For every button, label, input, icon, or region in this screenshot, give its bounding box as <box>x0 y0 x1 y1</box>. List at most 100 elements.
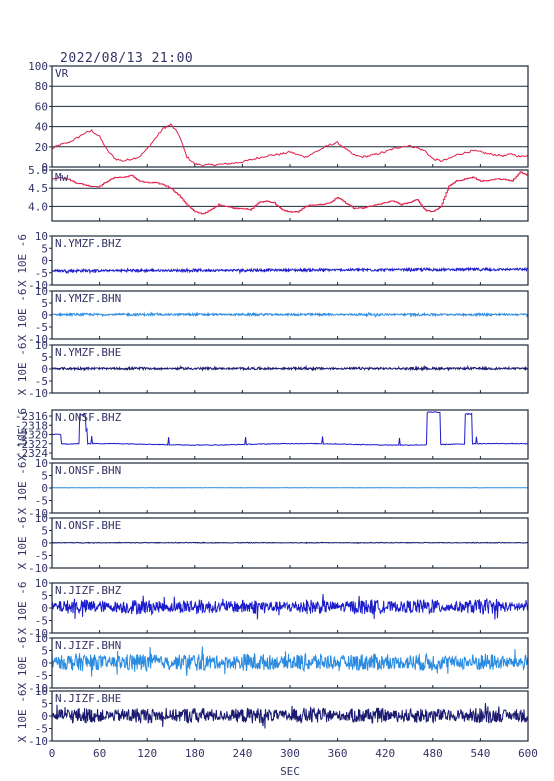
series-group <box>52 171 528 215</box>
panel-label: N.YMZF.BHE <box>55 346 121 359</box>
y-tick-label: 100 <box>28 60 48 73</box>
y-tick-label: -5 <box>35 550 48 563</box>
y-tick-label: -5 <box>35 495 48 508</box>
series-line <box>52 171 528 215</box>
y-tick-label: 0 <box>41 255 48 268</box>
y-axis-label: X 10E -6 <box>16 690 29 743</box>
y-tick-label: 5 <box>41 525 48 538</box>
series-group <box>52 123 528 167</box>
y-tick-label: 0 <box>41 710 48 723</box>
panel-label: N.ONSF.BHZ <box>55 411 122 424</box>
y-tick-label: 40 <box>35 121 48 134</box>
series-line <box>52 594 528 620</box>
series-group <box>52 311 528 319</box>
y-tick-label: 5 <box>41 242 48 255</box>
y-tick-label: 5 <box>41 470 48 483</box>
y-tick-label: 0 <box>41 537 48 550</box>
y-tick-label: 4.0 <box>28 200 48 213</box>
y-axis-label: X 10E -6 <box>16 637 29 690</box>
series-group <box>52 541 528 545</box>
series-group <box>52 411 528 446</box>
y-tick-label: 4.5 <box>28 182 48 195</box>
y-tick-label: -10 <box>28 562 48 575</box>
y-tick-label: 0 <box>41 602 48 615</box>
y-tick-label: 0 <box>41 482 48 495</box>
x-tick-label: 540 <box>470 747 490 760</box>
panel-label: N.JIZF.BHE <box>55 692 121 705</box>
y-tick-label: 5 <box>41 698 48 711</box>
y-tick-label: 10 <box>35 230 48 243</box>
panel-label: VR <box>55 67 69 80</box>
x-tick-label: 0 <box>49 747 56 760</box>
y-tick-label: -10 <box>28 735 48 748</box>
y-tick-label: -5 <box>35 375 48 388</box>
panel-label: Mw <box>55 171 69 184</box>
y-tick-label: -5 <box>35 615 48 628</box>
y-tick-label: -2324 <box>15 447 48 460</box>
y-axis-label: X 10E -6 <box>16 408 29 461</box>
y-axis-label: X 10E -6 <box>16 289 29 342</box>
y-tick-label: -10 <box>28 333 48 346</box>
y-tick-label: 80 <box>35 80 48 93</box>
y-axis-label: X 10E -6 <box>16 517 29 570</box>
panel-frame <box>51 409 529 460</box>
chart-title: 2022/08/13 21:00 <box>60 51 193 66</box>
panel-label: N.ONSF.BHE <box>55 519 121 532</box>
y-tick-label: 60 <box>35 100 48 113</box>
y-tick-label: -10 <box>28 507 48 520</box>
series-group <box>52 594 528 620</box>
series-line <box>52 703 528 729</box>
y-tick-label: -2316 <box>15 410 48 423</box>
y-tick-label: -2320 <box>15 429 48 442</box>
series-line <box>52 311 528 319</box>
x-tick-label: 360 <box>328 747 348 760</box>
series-line <box>52 646 528 677</box>
y-tick-label: -5 <box>35 267 48 280</box>
y-tick-label: 10 <box>35 457 48 470</box>
y-tick-label: 10 <box>35 339 48 352</box>
y-tick-label: 0 <box>41 161 48 174</box>
y-tick-label: 10 <box>35 577 48 590</box>
y-tick-label: 20 <box>35 141 48 154</box>
y-tick-label: 0 <box>41 363 48 376</box>
y-tick-label: 5.0 <box>28 164 48 177</box>
y-tick-label: 5 <box>41 297 48 310</box>
series-line <box>52 123 528 167</box>
x-tick-label: 60 <box>93 747 106 760</box>
panel-label: N.JIZF.BHN <box>55 639 121 652</box>
x-tick-label: 300 <box>280 747 300 760</box>
y-tick-label: 10 <box>35 685 48 698</box>
panel-label: N.ONSF.BHN <box>55 464 121 477</box>
series-line <box>52 411 528 446</box>
panel-label: N.YMZF.BHZ <box>55 237 122 250</box>
y-tick-label: 5 <box>41 645 48 658</box>
panel-label: N.YMZF.BHN <box>55 292 121 305</box>
y-tick-label: -5 <box>35 723 48 736</box>
y-tick-label: 10 <box>35 632 48 645</box>
x-tick-label: 420 <box>375 747 395 760</box>
y-tick-label: -2318 <box>15 419 48 432</box>
y-axis-label: X 10E -6 <box>16 234 29 287</box>
y-tick-label: 10 <box>35 285 48 298</box>
y-axis-label: X 10E -6 <box>16 343 29 396</box>
series-group <box>52 364 528 372</box>
y-tick-label: -10 <box>28 279 48 292</box>
x-tick-label: 120 <box>137 747 157 760</box>
y-tick-label: -10 <box>28 682 48 695</box>
y-tick-label: 0 <box>41 309 48 322</box>
series-line <box>52 266 528 275</box>
y-tick-label: -2322 <box>15 438 48 451</box>
series-group <box>52 703 528 729</box>
y-tick-label: 10 <box>35 512 48 525</box>
x-tick-label: 240 <box>232 747 252 760</box>
y-axis-label: X 10E -6 <box>16 462 29 515</box>
series-group <box>52 646 528 677</box>
x-tick-label: 180 <box>185 747 205 760</box>
series-line <box>52 364 528 372</box>
y-tick-label: -5 <box>35 670 48 683</box>
y-tick-label: 5 <box>41 590 48 603</box>
y-tick-label: -10 <box>28 387 48 400</box>
y-tick-label: 5 <box>41 351 48 364</box>
series-group <box>52 266 528 275</box>
